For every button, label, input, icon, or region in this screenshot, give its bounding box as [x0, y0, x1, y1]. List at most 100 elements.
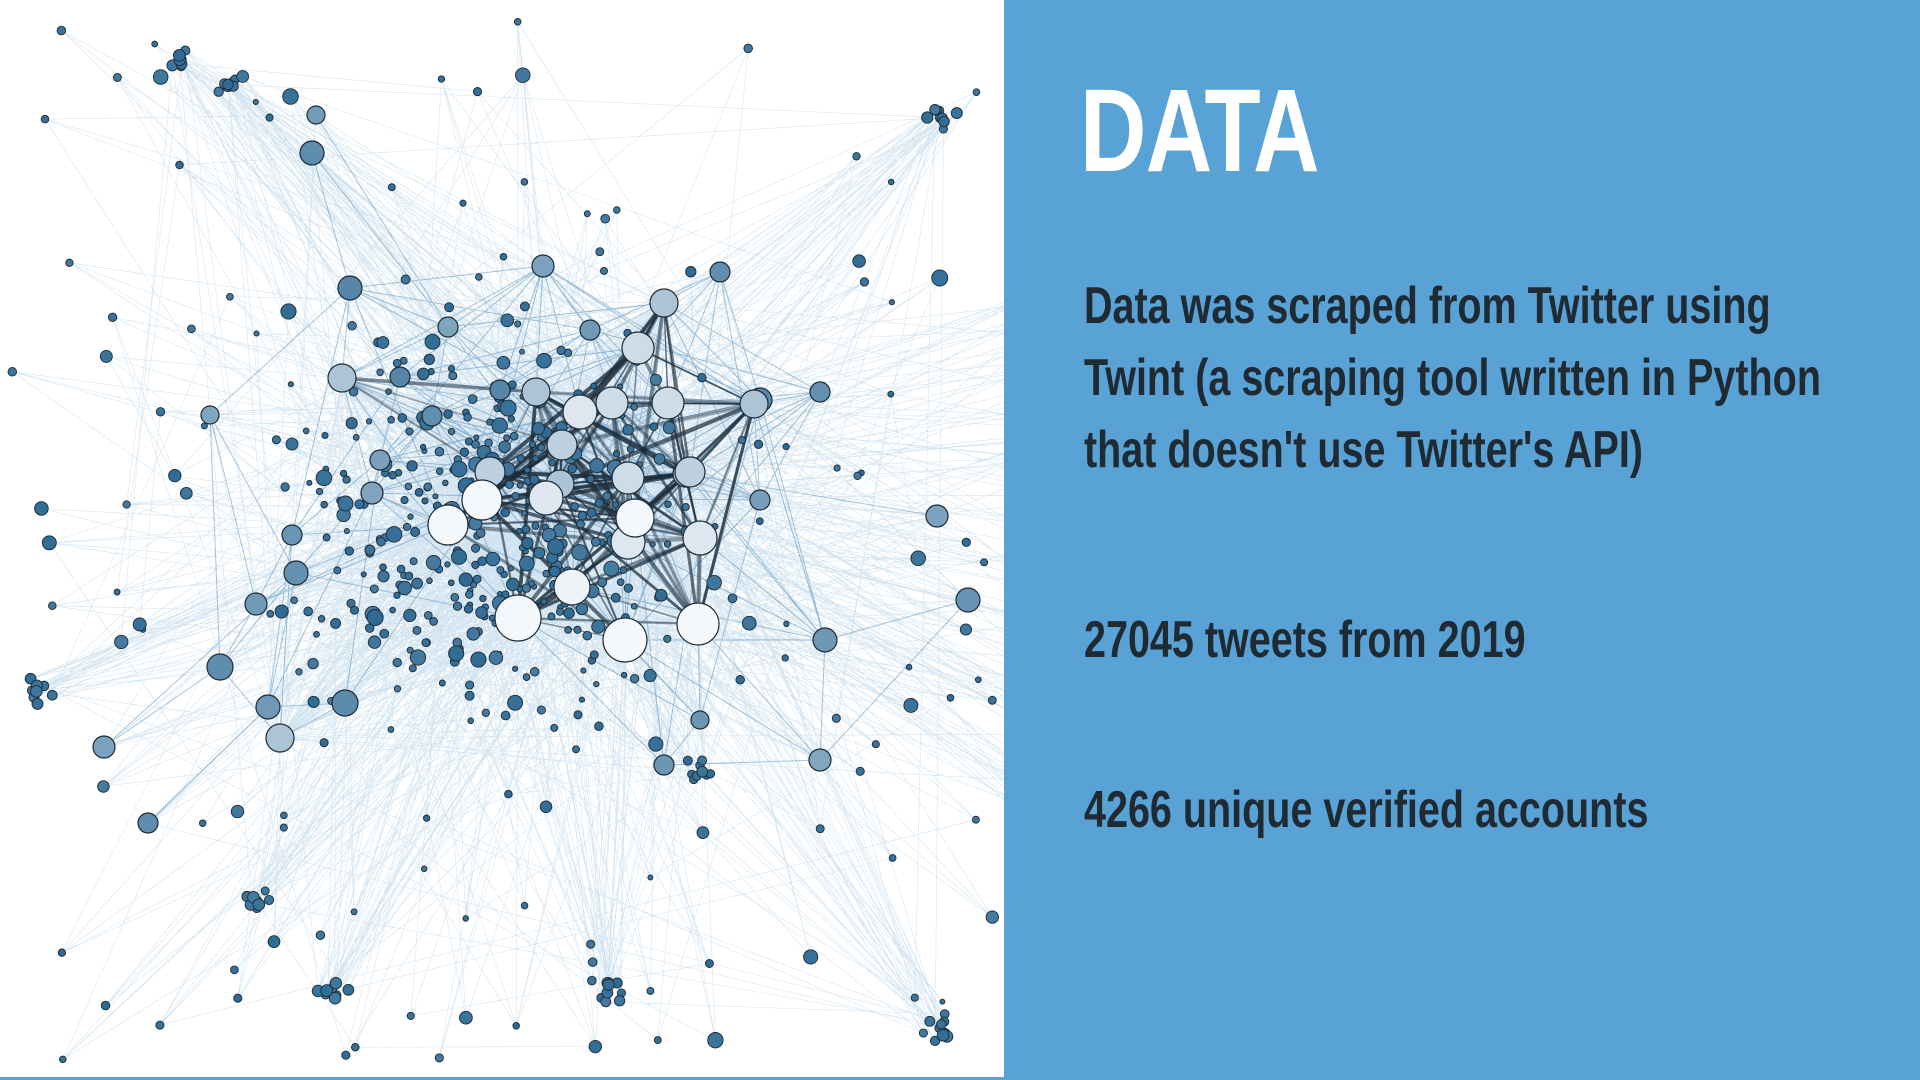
graph-hub-node [427, 504, 469, 546]
graph-node [531, 422, 545, 436]
graph-node [929, 1035, 941, 1047]
graph-node [505, 480, 514, 489]
graph-node [364, 544, 376, 556]
graph-node [507, 415, 515, 423]
graph-node [57, 948, 67, 957]
graph-node [465, 590, 474, 599]
graph-node [434, 446, 445, 457]
graph-edge-strong [545, 496, 699, 626]
graph-hub-node [461, 479, 503, 521]
graph-node [488, 650, 504, 665]
graph-node [393, 685, 402, 693]
graph-node [809, 381, 831, 403]
graph-node [341, 1050, 351, 1060]
graph-node [41, 535, 57, 551]
graph-node [438, 679, 446, 687]
graph-node [782, 443, 790, 451]
graph-node [924, 1015, 936, 1027]
graph-node [313, 631, 320, 638]
graph-node [281, 524, 303, 546]
graph-node [597, 577, 608, 588]
graph-node [649, 373, 662, 386]
graph-node [409, 557, 418, 566]
graph-node [236, 70, 250, 83]
graph-node [475, 606, 488, 619]
text-panel: DATA Data was scraped from Twitter using… [1004, 0, 1920, 1080]
graph-node [498, 440, 511, 454]
graph-node [918, 1028, 928, 1038]
graph-node [481, 708, 490, 717]
graph-node [602, 491, 612, 501]
graph-node [264, 894, 275, 906]
graph-node [587, 957, 598, 967]
graph-node [649, 422, 659, 431]
graph-node [682, 755, 693, 766]
graph-node [283, 560, 309, 586]
graph-node [406, 646, 414, 654]
graph-node [421, 638, 431, 647]
graph-node [664, 500, 672, 508]
graph-node [226, 292, 234, 301]
graph-node [472, 574, 482, 584]
graph-node [426, 577, 433, 585]
graph-node [463, 412, 472, 422]
graph-node [567, 463, 578, 474]
graph-hub-node [562, 394, 598, 430]
graph-node [971, 815, 980, 824]
graph-node [753, 439, 764, 449]
graph-node [570, 502, 579, 511]
graph-edge-strong [535, 390, 755, 406]
graph-node [583, 210, 591, 218]
graph-hub-node [327, 363, 357, 393]
graph-node [388, 470, 397, 480]
graph-node [420, 865, 428, 873]
graph-edge-strong [637, 347, 755, 405]
graph-node [56, 25, 67, 36]
graph-node [274, 604, 289, 619]
graph-node [938, 115, 950, 128]
graph-node [755, 517, 764, 525]
graph-node [329, 977, 342, 990]
graph-node [602, 978, 615, 991]
graph-node [260, 886, 270, 896]
graph-node [464, 690, 475, 701]
graph-node [321, 431, 329, 440]
graph-node [352, 434, 360, 441]
graph-node [571, 544, 588, 561]
graph-node [354, 499, 365, 510]
graph-edge-strong [545, 497, 626, 641]
graph-node [653, 1036, 662, 1045]
graph-node [447, 427, 456, 436]
graph-node [564, 626, 572, 634]
graph-node [521, 510, 528, 517]
graph-node [499, 399, 517, 417]
graph-node [319, 738, 329, 748]
graph-node [473, 434, 480, 441]
graph-hub-node [651, 386, 685, 420]
graph-node [704, 959, 714, 968]
graph-node [489, 379, 511, 401]
graph-node [459, 447, 470, 457]
graph-hub-node [595, 386, 629, 420]
graph-node [345, 417, 358, 430]
graph-node [466, 627, 481, 641]
graph-node [589, 458, 605, 474]
graph-node [612, 450, 621, 458]
graph-node [385, 526, 403, 543]
graph-node [421, 497, 429, 505]
graph-node [888, 854, 897, 862]
graph-node [31, 697, 44, 710]
graph-node [379, 563, 387, 572]
graph-hub-node [615, 498, 655, 538]
graph-edge-strong [517, 616, 699, 626]
graph-node [620, 671, 628, 679]
graph-node [563, 607, 575, 619]
graph-node [500, 507, 511, 518]
graph-hub-node [649, 288, 679, 318]
graph-node [516, 527, 523, 535]
graph-node [315, 469, 333, 487]
graph-node [422, 814, 431, 822]
graph-node [522, 673, 531, 681]
graph-node [331, 689, 359, 717]
graph-node [437, 75, 446, 83]
